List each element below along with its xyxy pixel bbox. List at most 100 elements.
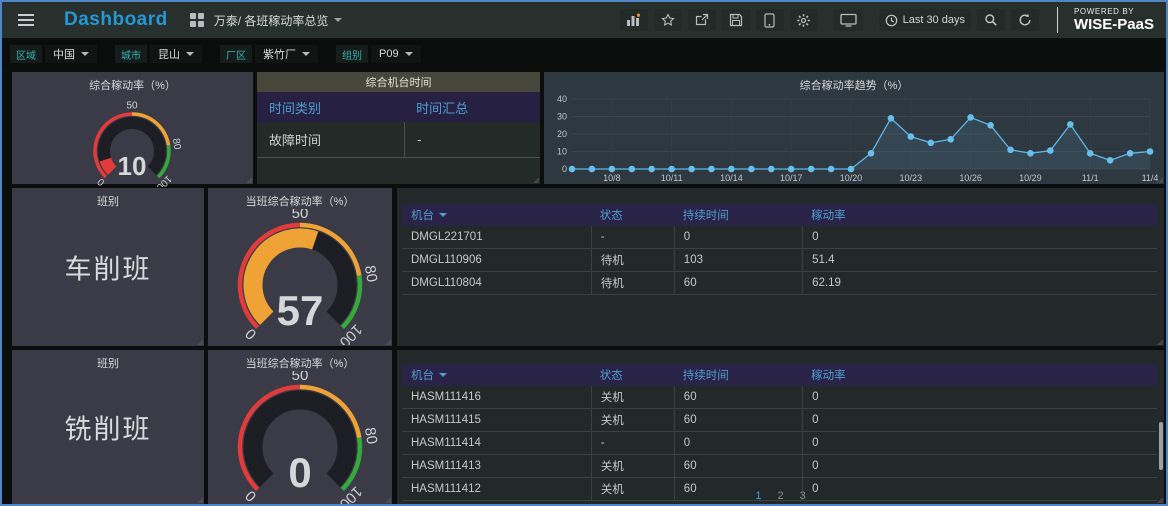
- filter-region-select[interactable]: 中国: [45, 45, 97, 63]
- filter-bar: 区域 中国 城市 昆山 厂区 紫竹厂 组别 P09: [2, 40, 1166, 68]
- column-header-utilization: 稼动率: [811, 370, 846, 382]
- table-cell: HASM111416: [411, 391, 481, 403]
- svg-text:10/11: 10/11: [661, 173, 683, 183]
- search-icon: [985, 14, 997, 26]
- mobile-icon: [764, 12, 775, 28]
- clock-icon: [885, 14, 897, 26]
- svg-text:10: 10: [118, 151, 147, 181]
- table-row: HASM111415 关机 60 0: [402, 409, 1157, 432]
- svg-text:11/1: 11/1: [1082, 173, 1099, 183]
- svg-text:10/17: 10/17: [780, 173, 803, 183]
- table-cell: DMGL221701: [411, 231, 483, 243]
- panel-title: 综合机台时间: [257, 72, 540, 92]
- tv-mode-button[interactable]: [833, 9, 863, 31]
- table-cell: 0: [802, 386, 1157, 408]
- share-icon: [695, 13, 708, 26]
- scrollbar-thumb[interactable]: [1159, 422, 1163, 470]
- tv-mode-icon: [839, 13, 857, 27]
- svg-text:50: 50: [292, 371, 309, 384]
- column-header-status: 状态: [599, 370, 623, 382]
- filter-plant-select[interactable]: 紫竹厂: [255, 45, 318, 63]
- table-row: HASM111416 关机 60 0: [402, 386, 1157, 409]
- add-panel-button[interactable]: [619, 9, 648, 31]
- table-cell: 0: [802, 409, 1157, 431]
- table-row: DMGL110804 待机 60 62.19: [402, 272, 1157, 295]
- filter-region-label: 区域: [10, 45, 42, 63]
- panel-title: 综合稼动率（%）: [89, 80, 176, 92]
- time-range-button[interactable]: Last 30 days: [878, 9, 971, 31]
- class-name: 车削班: [64, 254, 152, 285]
- powered-by-logo: POWERED BY WISE-PaaS: [1074, 8, 1158, 33]
- chevron-down-icon: [334, 18, 343, 22]
- panel-class-milling: 班别 铣削班: [12, 350, 204, 504]
- mobile-button[interactable]: [755, 9, 784, 31]
- panel-title: 综合稼动率趋势（%）: [799, 80, 909, 92]
- table-header-row: 机台 状态 持续时间 稼动率: [402, 204, 1157, 226]
- column-header-status: 状态: [599, 210, 623, 222]
- table-cell: 0: [802, 226, 1157, 248]
- menu-icon[interactable]: [16, 8, 46, 32]
- star-button[interactable]: [653, 9, 682, 31]
- breadcrumb-label: 万泰/ 各班稼动率总览: [213, 13, 329, 28]
- panel-milling-gauge: 当班综合稼动率（%） 0 50 80 100 0: [208, 350, 392, 504]
- panel-title: 班别: [97, 196, 119, 208]
- filter-group-select[interactable]: P09: [371, 45, 421, 63]
- panel-machine-time: 综合机台时间 时间类别 时间汇总 故障时间 -: [257, 72, 540, 184]
- panel-title: 班别: [97, 358, 119, 370]
- time-range-label: Last 30 days: [902, 14, 965, 26]
- svg-text:10/14: 10/14: [720, 173, 743, 183]
- svg-text:80: 80: [361, 264, 380, 283]
- filter-city: 城市 昆山: [115, 45, 202, 63]
- svg-text:57: 57: [277, 287, 324, 334]
- navbar-actions: Last 30 days POWERED BY WISE-PaaS: [619, 7, 1158, 33]
- cell-time-total: -: [404, 122, 540, 157]
- table-cell: 0: [802, 478, 1157, 500]
- column-header-machine[interactable]: 机台: [402, 207, 591, 223]
- machine-table: 机台 状态 持续时间 稼动率 DMGL221701-0 0 DMGL110906 待机 103 5…: [402, 204, 1157, 295]
- machine-time-header: 时间类别 时间汇总: [257, 92, 540, 122]
- svg-text:0: 0: [241, 488, 259, 506]
- cell-time-type: 故障时间: [269, 133, 322, 148]
- table-cell: HASM111412: [411, 483, 481, 495]
- breadcrumb[interactable]: 万泰/ 各班稼动率总览: [214, 12, 343, 29]
- search-button[interactable]: [976, 9, 1005, 31]
- svg-text:30: 30: [557, 112, 567, 122]
- overall-gauge-chart: 0 50 80 100 10: [93, 101, 183, 193]
- table-cell: 0: [802, 455, 1157, 477]
- save-button[interactable]: [721, 9, 750, 31]
- page-button-3[interactable]: 3: [799, 490, 806, 502]
- column-header-machine[interactable]: 机台: [402, 367, 591, 383]
- table-cell: DMGL110804: [411, 277, 482, 289]
- filter-group-value: P09: [379, 48, 399, 60]
- panel-title: 当班综合稼动率（%）: [245, 358, 355, 370]
- svg-text:10: 10: [557, 147, 567, 157]
- column-header-duration: 持续时间: [682, 370, 729, 382]
- panel-milling-table: 机台 状态 持续时间 稼动率 HASM111416 关机 60 0 HASM111415 关机 60…: [397, 350, 1164, 504]
- table-row: HASM111414-0 0: [402, 432, 1157, 455]
- svg-text:50: 50: [126, 101, 138, 112]
- divider: [1056, 7, 1058, 33]
- filter-city-select[interactable]: 昆山: [150, 45, 202, 63]
- svg-text:40: 40: [557, 94, 567, 104]
- table-cell: 关机: [590, 386, 674, 408]
- share-button[interactable]: [687, 9, 716, 31]
- settings-button[interactable]: [789, 9, 818, 31]
- table-cell: 待机: [590, 272, 674, 294]
- chevron-down-icon: [81, 52, 89, 56]
- machine-table: 机台 状态 持续时间 稼动率 HASM111416 关机 60 0 HASM111415 关机 60…: [402, 364, 1157, 501]
- table-row: HASM111412 关机 60 0: [402, 478, 1157, 501]
- table-cell: 关机: [590, 409, 674, 431]
- table-cell: 0: [673, 432, 802, 454]
- filter-region-value: 中国: [53, 49, 75, 61]
- svg-text:10/23: 10/23: [900, 173, 923, 183]
- svg-text:11/4: 11/4: [1142, 173, 1159, 183]
- table-cell: 60: [673, 386, 802, 408]
- chevron-down-icon: [302, 52, 310, 56]
- app-title[interactable]: Dashboard: [64, 9, 168, 30]
- refresh-button[interactable]: [1010, 9, 1039, 31]
- panel-lathe-gauge: 当班综合稼动率（%） 0 50 80 100 57: [208, 188, 392, 350]
- dashboards-grid-icon[interactable]: [189, 13, 204, 27]
- page-button-2[interactable]: 2: [777, 490, 784, 502]
- page-button-1[interactable]: 1: [755, 490, 762, 502]
